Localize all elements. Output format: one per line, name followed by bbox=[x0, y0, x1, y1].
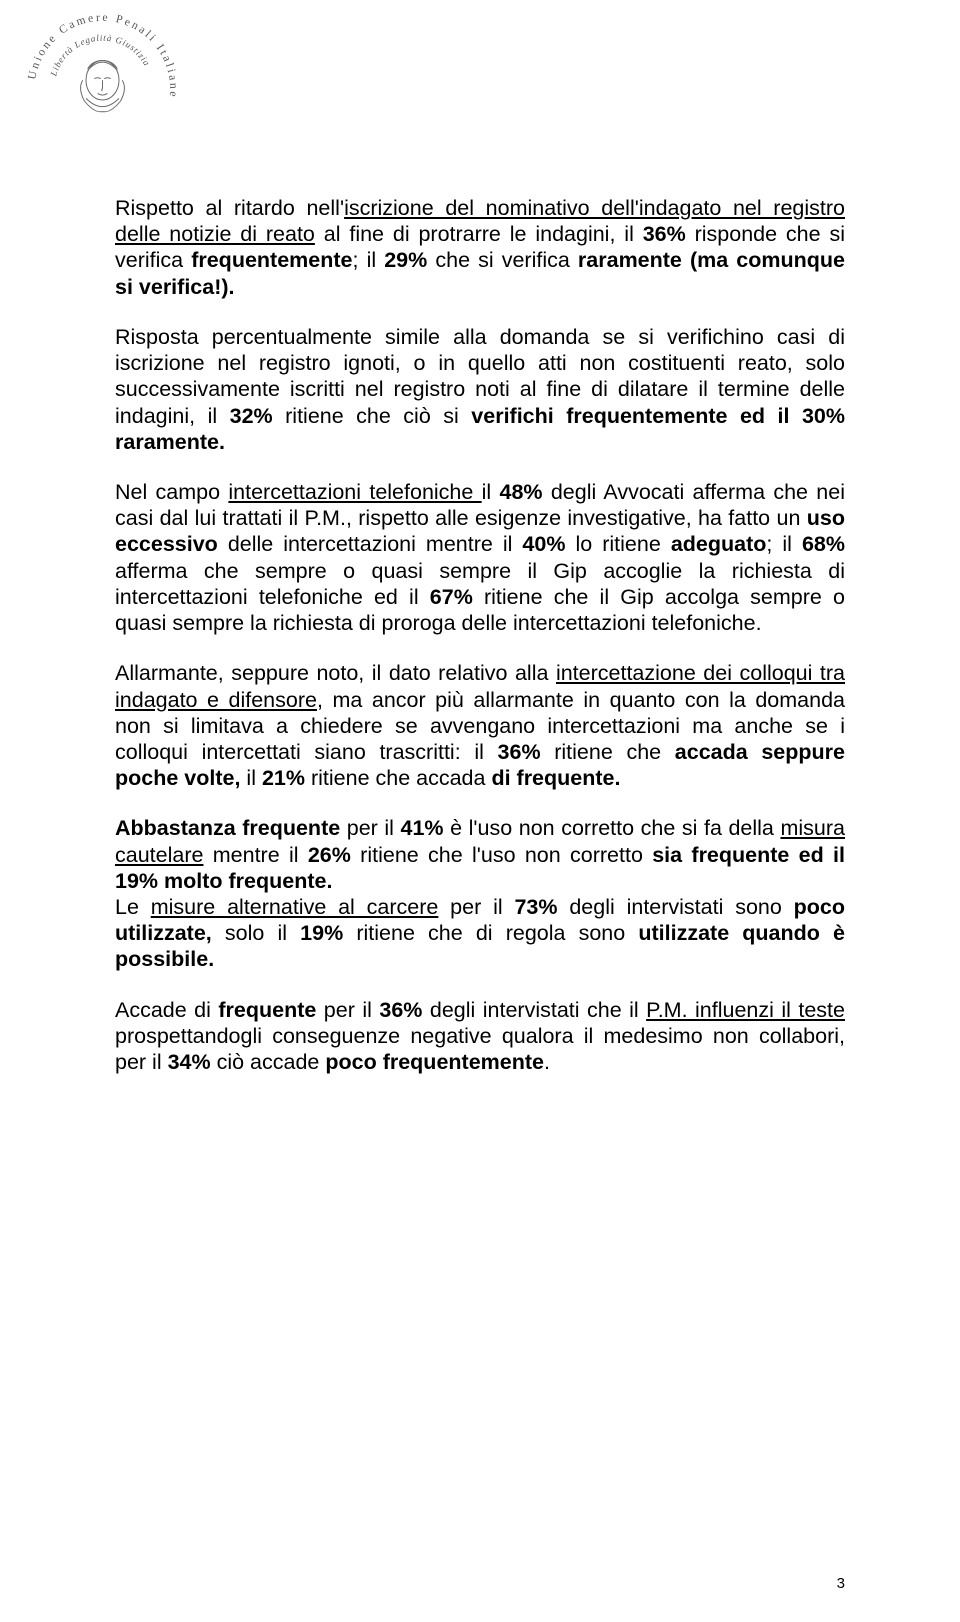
svg-text:Libertà Legalità Giustizia: Libertà Legalità Giustizia bbox=[48, 33, 152, 79]
text-run: frequente bbox=[218, 998, 316, 1022]
text-run: 21% bbox=[262, 766, 305, 790]
paragraph: Abbastanza frequente per il 41% è l'uso … bbox=[115, 815, 845, 894]
text-run: 67% bbox=[430, 585, 473, 609]
text-run: delle intercettazioni mentre il bbox=[218, 532, 523, 556]
text-run: lo ritiene bbox=[565, 532, 670, 556]
text-run: 68% bbox=[802, 532, 845, 556]
text-run: ; il bbox=[353, 248, 385, 272]
text-run: 26% bbox=[308, 843, 351, 867]
text-run: frequentemente bbox=[191, 248, 352, 272]
text-run: 40% bbox=[522, 532, 565, 556]
text-run: 36% bbox=[379, 998, 422, 1022]
paragraph: Le misure alternative al carcere per il … bbox=[115, 894, 845, 973]
text-run: Rispetto al ritardo nell' bbox=[115, 196, 344, 220]
text-run: Nel campo bbox=[115, 480, 228, 504]
text-run: Allarmante, seppure noto, il dato relati… bbox=[115, 661, 556, 685]
text-run: il bbox=[482, 480, 500, 504]
text-run: 19% bbox=[300, 921, 343, 945]
paragraph: Risposta percentualmente simile alla dom… bbox=[115, 324, 845, 455]
text-run: per il bbox=[438, 895, 514, 919]
document-page: Unione Camere Penali Italiane Libertà Le… bbox=[0, 0, 960, 1622]
text-run: 73% bbox=[514, 895, 557, 919]
text-run: P.M. influenzi il teste bbox=[646, 998, 845, 1022]
text-run: ritiene che l'uso non corretto bbox=[351, 843, 652, 867]
text-run: ritiene che di regola sono bbox=[343, 921, 638, 945]
text-run: Abbastanza frequente bbox=[115, 816, 340, 840]
logo-portrait-icon bbox=[81, 60, 125, 111]
text-run: degli intervistati sono bbox=[558, 895, 794, 919]
text-run: Le bbox=[115, 895, 151, 919]
text-run: misure alternative al carcere bbox=[151, 895, 439, 919]
organization-logo: Unione Camere Penali Italiane Libertà Le… bbox=[20, 6, 185, 171]
text-run: per il bbox=[316, 998, 379, 1022]
text-run: il bbox=[246, 766, 262, 790]
text-run: ritiene che bbox=[541, 740, 675, 764]
text-run: . bbox=[544, 1050, 550, 1074]
text-run: Accade di bbox=[115, 998, 218, 1022]
text-run: degli intervistati che il bbox=[422, 998, 646, 1022]
text-run: 32% bbox=[230, 404, 273, 428]
text-run: intercettazioni telefoniche bbox=[228, 480, 481, 504]
text-run: per il bbox=[340, 816, 400, 840]
paragraph: Nel campo intercettazioni telefoniche il… bbox=[115, 479, 845, 636]
paragraph: Allarmante, seppure noto, il dato relati… bbox=[115, 660, 845, 791]
text-run: 48% bbox=[500, 480, 543, 504]
text-run: 34% bbox=[168, 1050, 211, 1074]
text-run: che si verifica bbox=[427, 248, 578, 272]
text-run: ritiene che accada bbox=[305, 766, 491, 790]
text-run: ritiene che ciò si bbox=[273, 404, 472, 428]
paragraph: Rispetto al ritardo nell'iscrizione del … bbox=[115, 195, 845, 300]
text-run: al fine di protrarre le indagini, il bbox=[315, 222, 643, 246]
page-number: 3 bbox=[837, 1575, 845, 1592]
text-run: poco frequentemente bbox=[325, 1050, 544, 1074]
text-run: 36% bbox=[643, 222, 686, 246]
document-body: Rispetto al ritardo nell'iscrizione del … bbox=[115, 195, 845, 1075]
text-run: 29% bbox=[384, 248, 427, 272]
paragraph: Accade di frequente per il 36% degli int… bbox=[115, 997, 845, 1076]
text-run: di frequente. bbox=[491, 766, 620, 790]
text-run: è l'uso non corretto che si fa della bbox=[444, 816, 781, 840]
text-run: adeguato bbox=[671, 532, 767, 556]
logo-inner-text: Libertà Legalità Giustizia bbox=[48, 33, 152, 79]
text-run: 36% bbox=[498, 740, 541, 764]
text-run: ; il bbox=[766, 532, 802, 556]
text-run: ciò accade bbox=[211, 1050, 326, 1074]
text-run: 41% bbox=[401, 816, 444, 840]
text-run: mentre il bbox=[203, 843, 307, 867]
text-run: solo il bbox=[212, 921, 300, 945]
